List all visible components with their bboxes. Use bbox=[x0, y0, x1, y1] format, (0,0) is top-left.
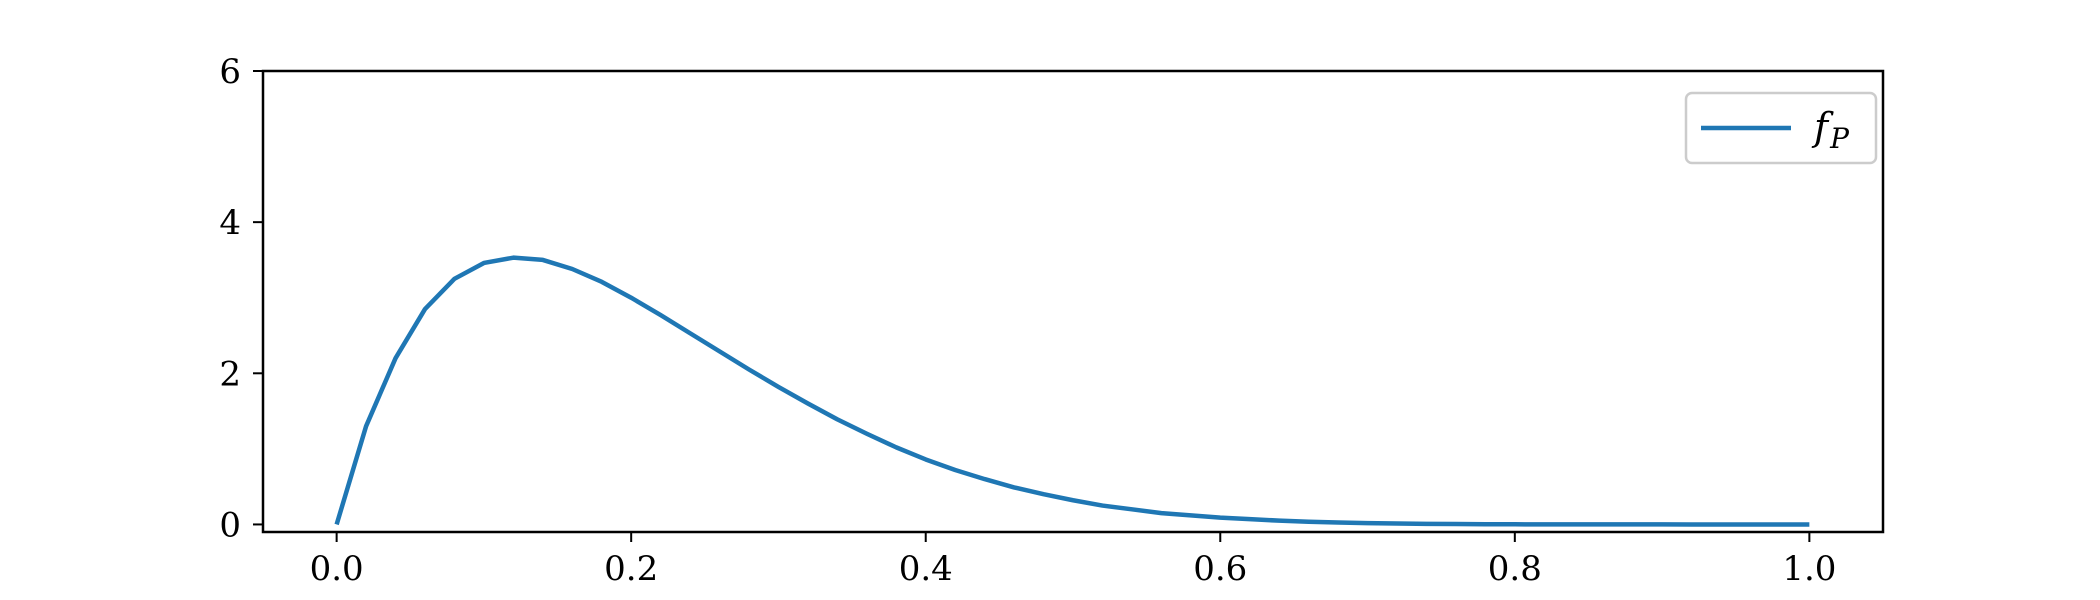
x-tick-label: 1.0 bbox=[1782, 549, 1836, 589]
x-tick-label: 0.8 bbox=[1488, 549, 1542, 589]
series-line-0 bbox=[334, 255, 1810, 527]
y-tick-label: 2 bbox=[219, 354, 241, 394]
x-tick-label: 0.0 bbox=[310, 549, 364, 589]
y-tick-label: 6 bbox=[219, 52, 241, 92]
axes: 0.0 0.2 0.4 0.6 0.8 1.0 0 2 4 6 bbox=[219, 52, 1885, 589]
legend-label-subscript: P bbox=[1829, 122, 1850, 155]
plot-frame bbox=[261, 69, 1885, 534]
x-tick-label: 0.4 bbox=[899, 549, 953, 589]
legend: fP bbox=[1684, 91, 1878, 165]
x-tick-label: 0.2 bbox=[604, 549, 658, 589]
series-layer bbox=[334, 255, 1810, 527]
y-tick-label: 0 bbox=[219, 505, 241, 545]
x-tick-label: 0.6 bbox=[1193, 549, 1247, 589]
y-tick-label: 4 bbox=[219, 203, 241, 243]
